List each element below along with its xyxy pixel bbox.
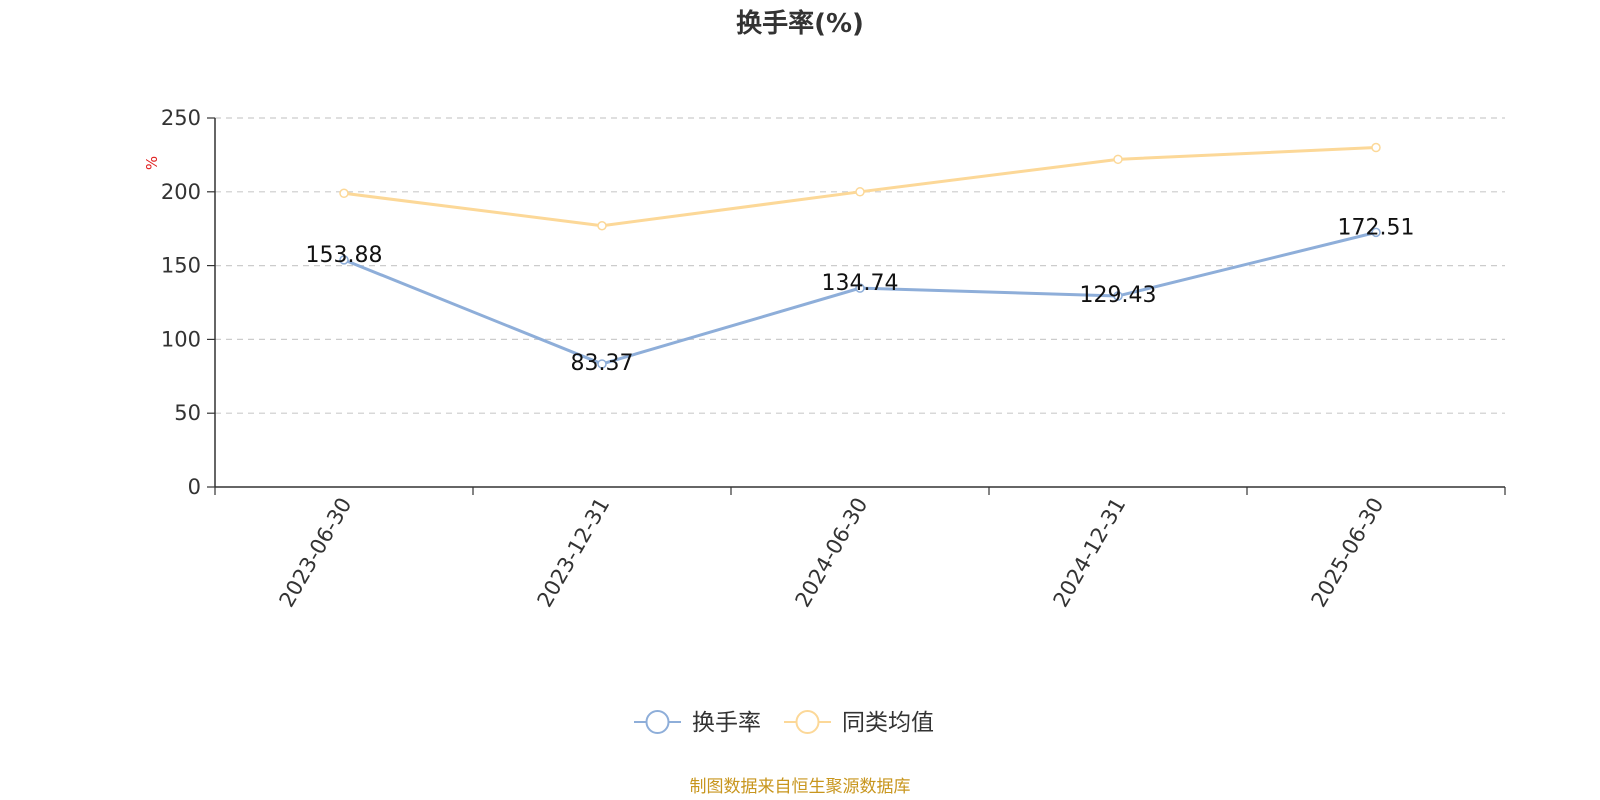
legend-item[interactable]: 换手率 <box>634 710 761 736</box>
x-tick-label: 2023-12-31 <box>533 494 615 612</box>
series-layer <box>339 142 1381 369</box>
data-point <box>339 255 349 265</box>
axes: 0 50 100 150 200 250 2023-06-30 2023-12-31 2024-… <box>161 106 1506 612</box>
data-point <box>597 359 607 369</box>
data-label: 134.74 <box>822 271 899 296</box>
data-point <box>1113 291 1123 301</box>
legend[interactable]: 换手率 同类均值 <box>634 710 934 736</box>
legend-label: 换手率 <box>692 710 761 736</box>
x-tick-label: 2025-06-30 <box>1307 494 1389 612</box>
legend-item[interactable]: 同类均值 <box>784 710 934 736</box>
y-tick-label: 200 <box>161 180 201 204</box>
y-axis-unit-label: % <box>143 156 161 170</box>
data-point <box>339 188 349 199</box>
data-point <box>1371 142 1381 153</box>
data-labels: 153.88 83.37 134.74 129.43 172.51 <box>306 215 1415 376</box>
y-tick-label: 100 <box>161 327 201 351</box>
series-line <box>343 146 1377 228</box>
data-point <box>855 187 865 197</box>
data-label: 129.43 <box>1080 283 1157 308</box>
y-tick-label: 150 <box>161 254 201 278</box>
data-point <box>597 220 607 231</box>
grid-lines <box>215 117 1505 414</box>
data-label: 83.37 <box>571 351 634 376</box>
data-label: 153.88 <box>306 243 383 268</box>
data-source-note: 制图数据来自恒生聚源数据库 <box>690 777 911 797</box>
y-tick-label: 50 <box>174 401 201 425</box>
legend-label: 同类均值 <box>842 710 934 736</box>
legend-swatch-marker <box>645 710 670 734</box>
data-point <box>1113 154 1123 165</box>
legend-swatch-marker <box>795 710 820 734</box>
y-tick-label: 250 <box>161 106 201 130</box>
y-tick-label: 0 <box>188 475 201 499</box>
data-point <box>1371 227 1381 238</box>
data-point <box>855 283 865 293</box>
chart-title: 换手率(%) <box>736 8 864 39</box>
x-tick-label: 2024-12-31 <box>1049 494 1131 612</box>
x-tick-label: 2023-06-30 <box>275 494 357 612</box>
data-label: 172.51 <box>1338 215 1415 240</box>
x-tick-label: 2024-06-30 <box>791 494 873 612</box>
series-line <box>343 230 1377 366</box>
